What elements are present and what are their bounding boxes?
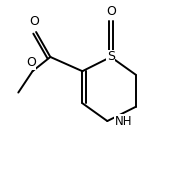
Text: O: O <box>106 5 116 18</box>
Text: O: O <box>29 15 39 28</box>
Text: S: S <box>107 50 115 64</box>
Text: O: O <box>26 56 36 69</box>
Text: NH: NH <box>114 114 132 128</box>
